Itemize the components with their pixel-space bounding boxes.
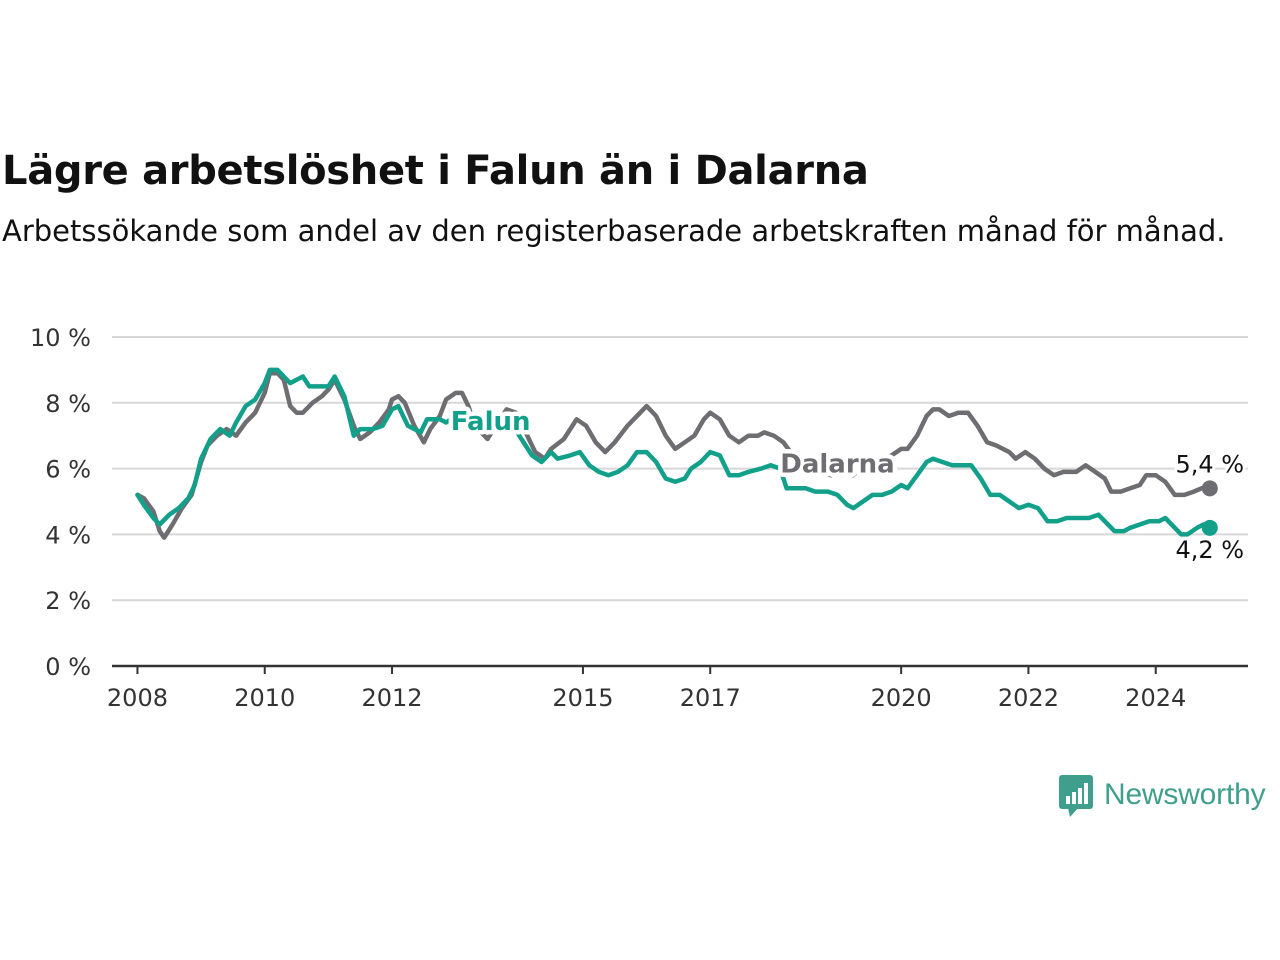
x-axis: 2008 2010 2012 2015 2017 2020 2022 2024 [107,664,1248,712]
brand-name: Newsworthy [1104,778,1266,811]
chart-subtitle: Arbetssökande som andel av den registerb… [2,214,1226,248]
y-tick-label: 8 % [45,390,91,418]
y-tick-label: 10 % [30,324,91,352]
series-name-dalarna: Dalarna [780,450,894,480]
end-value-falun: 4,2 % [1176,536,1245,564]
series-lines [135,367,1218,540]
series-line-falun [135,367,1213,537]
grid-lines [112,336,1248,602]
line-chart: 0 % 2 % 4 % 6 % 8 % 10 % 2008 2010 2012 2015 2017… [30,324,1248,712]
x-tick-label: 2010 [234,684,295,712]
y-tick-label: 6 % [45,456,91,484]
x-tick-label: 2020 [871,684,932,712]
series-name-halo: Dalarna [780,450,894,480]
series-line-dalarna [135,370,1213,540]
chart-title: Lägre arbetslöshet i Falun än i Dalarna [2,148,869,194]
series-name-halo: Falun [451,407,531,437]
y-tick-label: 2 % [45,587,91,615]
x-tick-label: 2017 [680,684,741,712]
y-axis-ticks: 0 % 2 % 4 % 6 % 8 % 10 % [30,324,91,681]
x-tick-label: 2012 [361,684,422,712]
y-tick-label: 0 % [45,653,91,681]
end-value-dalarna: 5,4 % [1176,450,1245,478]
newsworthy-icon [1059,775,1093,817]
y-tick-label: 4 % [45,521,91,549]
series-name-falun: Falun [451,407,531,437]
x-tick-label: 2022 [998,684,1059,712]
x-tick-label: 2015 [552,684,613,712]
x-tick-label: 2024 [1125,684,1186,712]
end-value-halo: 4,2 % [1176,536,1245,564]
end-value-halo: 5,4 % [1176,450,1245,478]
newsworthy-logo[interactable]: Newsworthy [1058,772,1266,818]
end-marker-dalarna [1201,480,1218,497]
end-marker-falun [1201,519,1218,536]
x-tick-label: 2008 [107,684,168,712]
